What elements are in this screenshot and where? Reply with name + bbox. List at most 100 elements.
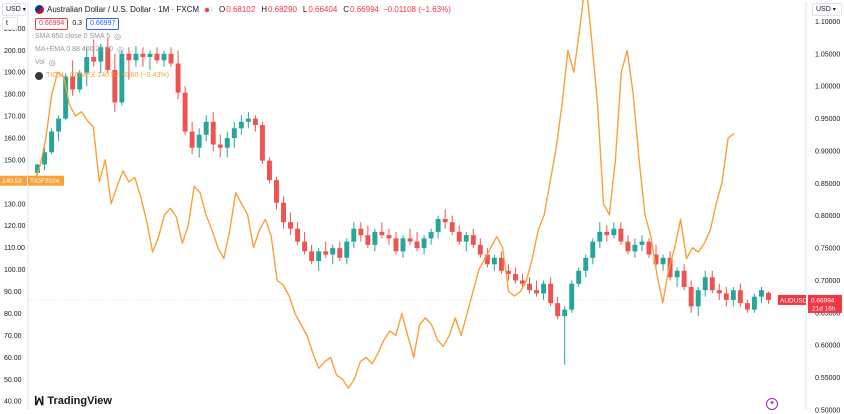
left-axis-small-button[interactable]: t <box>2 17 18 30</box>
candle-body[interactable] <box>632 244 638 252</box>
candle-body[interactable] <box>337 248 343 258</box>
symbol-title[interactable]: Australian Dollar / U.S. Dollar · 1M · F… <box>47 5 200 14</box>
candle-body[interactable] <box>674 270 680 278</box>
candle-body[interactable] <box>744 303 750 310</box>
candle-body[interactable] <box>168 53 174 64</box>
candle-body[interactable] <box>442 218 448 223</box>
candle-body[interactable] <box>491 257 497 265</box>
candle-body[interactable] <box>49 131 55 153</box>
candle-body[interactable] <box>639 241 645 245</box>
candle-body[interactable] <box>766 292 771 300</box>
candle-body[interactable] <box>597 231 603 242</box>
candle-body[interactable] <box>498 257 504 271</box>
candle-body[interactable] <box>119 53 125 103</box>
eye-hidden-icon[interactable]: ◎ <box>48 58 56 67</box>
candle-body[interactable] <box>133 53 139 61</box>
candle-body[interactable] <box>393 238 399 252</box>
candle-body[interactable] <box>716 290 722 294</box>
candle-body[interactable] <box>302 241 308 252</box>
candle-body[interactable] <box>379 231 385 236</box>
candle-body[interactable] <box>126 53 132 61</box>
candle-body[interactable] <box>210 121 216 145</box>
candle-body[interactable] <box>77 73 83 90</box>
candle-body[interactable] <box>463 235 469 242</box>
candle-body[interactable] <box>182 92 188 132</box>
candle-body[interactable] <box>562 309 568 317</box>
buy-price-button[interactable]: 0.66997 <box>86 17 120 30</box>
candle-body[interactable] <box>330 248 336 255</box>
candle-body[interactable] <box>42 152 48 165</box>
candle-body[interactable] <box>161 53 167 61</box>
tio-iron-ore-line[interactable] <box>33 0 735 389</box>
candle-body[interactable] <box>309 251 315 262</box>
candle-body[interactable] <box>238 121 244 129</box>
candle-body[interactable] <box>723 293 729 300</box>
candle-body[interactable] <box>583 257 589 271</box>
candle-body[interactable] <box>758 290 764 297</box>
eye-hidden-icon[interactable]: ◎ <box>114 32 122 41</box>
candle-body[interactable] <box>512 274 518 281</box>
candle-body[interactable] <box>428 231 434 239</box>
candle-body[interactable] <box>358 228 364 236</box>
candle-body[interactable] <box>203 121 209 135</box>
candle-body[interactable] <box>737 290 743 304</box>
candle-body[interactable] <box>569 283 575 310</box>
candle-body[interactable] <box>400 238 406 252</box>
candle-body[interactable] <box>590 241 596 258</box>
candle-body[interactable] <box>35 164 40 173</box>
candle-body[interactable] <box>189 131 195 148</box>
sell-price-button[interactable]: 0.66994 <box>35 17 69 30</box>
indicator-row-ma-ema[interactable]: MA+EMA 0 88 400 20 20 ◎ <box>35 43 451 56</box>
candle-body[interactable] <box>266 160 272 181</box>
candle-body[interactable] <box>344 241 350 258</box>
candle-body[interactable] <box>316 251 322 262</box>
candle-body[interactable] <box>281 202 286 223</box>
candle-body[interactable] <box>112 70 118 103</box>
candle-body[interactable] <box>91 57 97 62</box>
candle-body[interactable] <box>646 241 652 255</box>
candle-body[interactable] <box>534 290 540 294</box>
indicator-row-sma[interactable]: SMA 850 close 0 SMA 5 ◎ <box>35 30 451 43</box>
indicator-row-volume[interactable]: Vol ◎ <box>35 56 451 69</box>
candle-body[interactable] <box>470 235 476 245</box>
left-axis-currency-button[interactable]: USD ▾ <box>2 3 26 16</box>
right-axis-currency-button[interactable]: USD ▾ <box>812 3 842 16</box>
candle-body[interactable] <box>323 251 329 255</box>
candle-body[interactable] <box>667 257 673 278</box>
candle-body[interactable] <box>555 303 561 317</box>
candle-body[interactable] <box>477 244 483 255</box>
candle-body[interactable] <box>660 257 666 265</box>
candle-body[interactable] <box>414 241 420 249</box>
candle-body[interactable] <box>541 283 547 294</box>
candle-body[interactable] <box>484 254 490 265</box>
candle-body[interactable] <box>386 235 392 239</box>
candle-body[interactable] <box>154 53 160 61</box>
candle-body[interactable] <box>618 228 624 242</box>
eye-hidden-icon[interactable]: ◎ <box>117 45 125 54</box>
candle-body[interactable] <box>527 283 532 291</box>
candle-body[interactable] <box>695 290 701 307</box>
candle-body[interactable] <box>604 231 610 236</box>
sparkle-icon[interactable]: ✦ <box>766 398 778 410</box>
candle-body[interactable] <box>98 47 104 62</box>
candle-body[interactable] <box>611 228 617 236</box>
candle-body[interactable] <box>372 231 378 245</box>
candle-body[interactable] <box>653 254 659 265</box>
candle-body[interactable] <box>217 144 223 148</box>
candle-body[interactable] <box>56 118 62 132</box>
candle-body[interactable] <box>259 125 265 161</box>
candle-body[interactable] <box>252 118 258 126</box>
candle-body[interactable] <box>456 231 462 242</box>
tradingview-logo[interactable]: ꟽ TradingView <box>34 394 112 408</box>
candle-body[interactable] <box>288 222 294 229</box>
candle-body[interactable] <box>196 134 202 148</box>
candle-body[interactable] <box>505 270 511 274</box>
candle-body[interactable] <box>274 180 279 203</box>
candle-body[interactable] <box>449 222 455 232</box>
candle-body[interactable] <box>751 296 757 310</box>
candle-body[interactable] <box>70 76 76 90</box>
candle-body[interactable] <box>548 283 554 304</box>
candle-body[interactable] <box>365 235 371 245</box>
candle-body[interactable] <box>175 63 181 93</box>
candle-body[interactable] <box>681 270 687 287</box>
